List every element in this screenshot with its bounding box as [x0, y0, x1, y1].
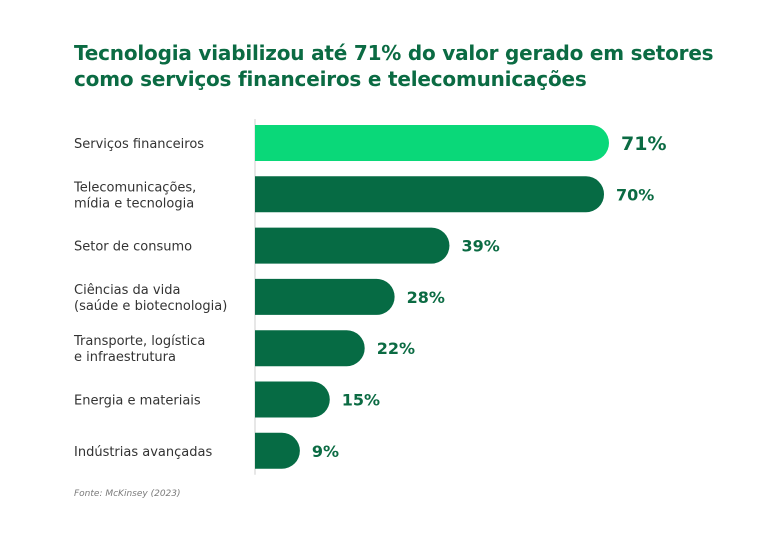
category-label-4-line-0: Transporte, logística — [73, 334, 205, 349]
category-label-3-line-1: (saúde e biotecnologia) — [74, 299, 227, 314]
value-label-4: 22% — [377, 339, 415, 358]
chart-source: Fonte: McKinsey (2023) — [74, 489, 181, 499]
bar-4 — [255, 330, 365, 367]
value-label-6: 9% — [312, 442, 339, 461]
value-label-5: 15% — [342, 391, 380, 410]
value-label-1: 70% — [616, 185, 654, 204]
category-label-1-line-0: Telecomunicações, — [73, 180, 196, 195]
category-label-4-line-1: e infraestrutura — [74, 350, 176, 365]
category-label-6: Indústrias avançadas — [74, 445, 212, 460]
value-label-2: 39% — [461, 237, 499, 256]
bar-6 — [255, 432, 300, 469]
bar-0 — [255, 125, 609, 161]
bar-3 — [255, 278, 395, 315]
category-label-3-line-0: Ciências da vida — [74, 283, 180, 298]
bar-1 — [255, 176, 605, 213]
category-label-1-line-1: mídia e tecnologia — [74, 196, 194, 211]
bar-2 — [255, 227, 450, 264]
category-label-2: Setor de consumo — [74, 240, 192, 255]
value-label-0: 71% — [621, 133, 666, 155]
bar-5 — [255, 381, 330, 418]
value-label-3: 28% — [407, 288, 445, 307]
chart-title: Tecnologia viabilizou até 71% do valor g… — [74, 41, 714, 91]
category-label-0: Serviços financeiros — [74, 137, 204, 152]
category-label-5: Energia e materiais — [74, 394, 201, 409]
